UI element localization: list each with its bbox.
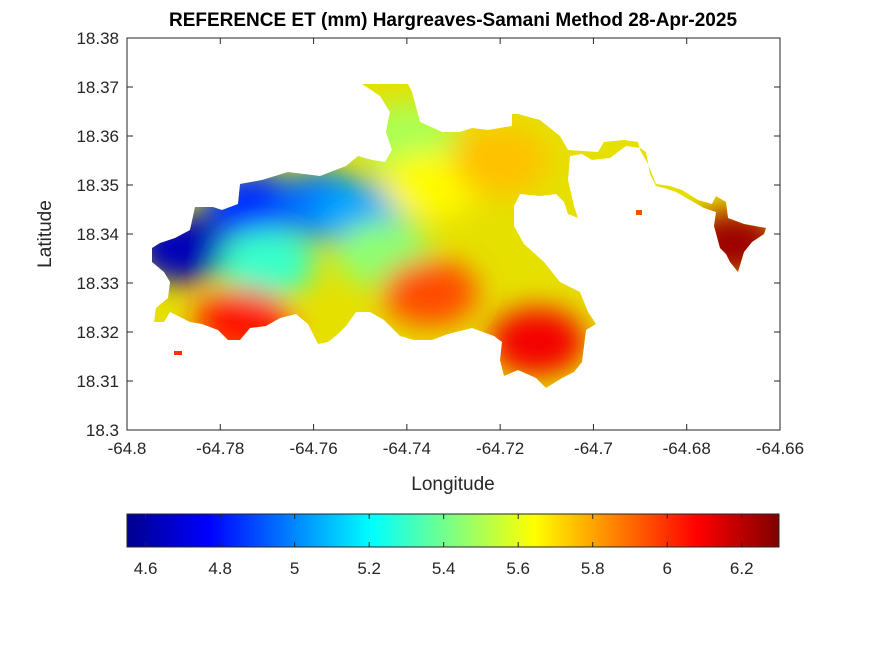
- et-region: [489, 307, 586, 376]
- x-tick-label: -64.74: [383, 439, 431, 458]
- y-tick-label: 18.31: [76, 372, 119, 391]
- y-tick-label: 18.32: [76, 323, 119, 342]
- et-region: [218, 229, 315, 298]
- colorbar-tick-label: 5.6: [506, 559, 530, 578]
- et-region: [452, 126, 549, 195]
- colorbar-tick-label: 6.2: [730, 559, 754, 578]
- colorbar-tick-label: 5.2: [357, 559, 381, 578]
- colorbar: [126, 513, 780, 548]
- y-tick-label: 18.35: [76, 176, 119, 195]
- y-tick-label: 18.37: [76, 78, 119, 97]
- colorbar-tick-label: 6: [662, 559, 671, 578]
- islet: [636, 210, 642, 215]
- x-tick-label: -64.7: [574, 439, 613, 458]
- y-axis: 18.3 18.31 18.32 18.33 18.34 18.35 18.36 18.37 1…: [76, 29, 780, 440]
- colorbar-tick-label: 5.4: [432, 559, 456, 578]
- colorbar-tick-label: 5.8: [581, 559, 605, 578]
- y-tick-label: 18.34: [76, 225, 119, 244]
- x-tick-label: -64.68: [663, 439, 711, 458]
- x-tick-label: -64.8: [108, 439, 147, 458]
- y-tick-label: 18.3: [86, 421, 119, 440]
- x-axis-label: Longitude: [411, 474, 494, 495]
- x-tick-label: -64.76: [289, 439, 337, 458]
- colorbar-tick-label: 5: [290, 559, 299, 578]
- colorbar-ticks: 4.6 4.8 5 5.2 5.4 5.6 5.8 6 6.2: [134, 514, 754, 578]
- x-tick-label: -64.72: [476, 439, 524, 458]
- x-axis: -64.8 -64.78 -64.76 -64.74 -64.72 -64.7 -64.68…: [108, 38, 804, 458]
- chart-title: REFERENCE ET (mm) Hargreaves-Samani Meth…: [169, 10, 737, 31]
- y-axis-label: Latitude: [35, 200, 56, 268]
- colorbar-tick-label: 4.6: [134, 559, 158, 578]
- x-tick-label: -64.66: [756, 439, 804, 458]
- y-tick-label: 18.38: [76, 29, 119, 48]
- colorbar-tick-label: 4.8: [208, 559, 232, 578]
- et-region: [382, 258, 479, 327]
- islet: [174, 351, 182, 355]
- y-tick-label: 18.36: [76, 127, 119, 146]
- x-tick-label: -64.78: [196, 439, 244, 458]
- y-tick-label: 18.33: [76, 274, 119, 293]
